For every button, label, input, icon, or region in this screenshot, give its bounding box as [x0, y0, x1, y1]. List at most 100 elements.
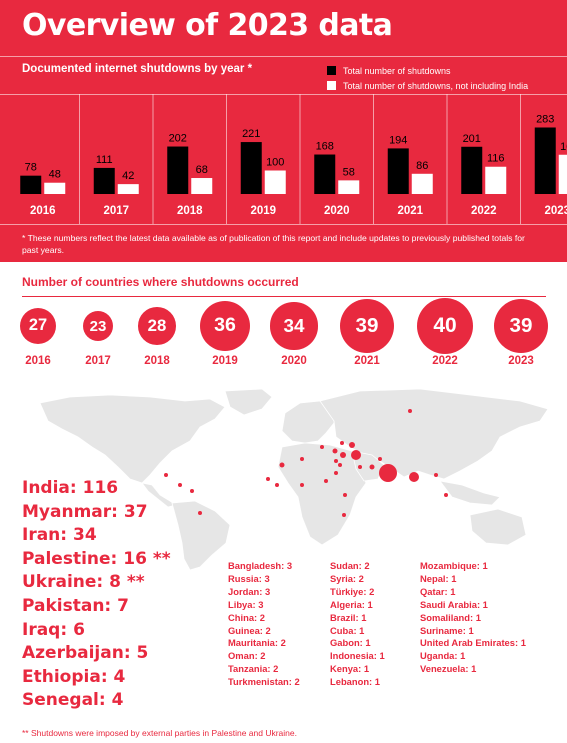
country-item: Suriname: 1 [420, 624, 474, 636]
legend-label: Total number of shutdowns, not including… [343, 81, 529, 91]
map-marker [369, 464, 375, 470]
data-label: 48 [49, 169, 61, 181]
map-marker [444, 493, 448, 497]
map-south-america [171, 500, 231, 570]
top-country-item: Myanmar: 37 [22, 501, 148, 522]
country-item: Mozambique: 1 [420, 560, 488, 571]
top-country-item: Azerbaijan: 5 [22, 643, 149, 664]
country-count-circle-2021: 39 [339, 298, 395, 354]
divider [0, 94, 567, 95]
bar-total-2016 [20, 175, 42, 194]
bar-excluding-india-2017 [117, 184, 139, 194]
country-item: Saudi Arabia: 1 [420, 598, 488, 610]
map-australia [469, 508, 527, 546]
country-item: Algeria: 1 [330, 598, 373, 610]
bar-excluding-india-2018 [191, 178, 213, 194]
map-marker [351, 450, 361, 460]
bar-excluding-india-2019 [264, 170, 286, 194]
data-label: 78 [25, 162, 37, 174]
divider [22, 296, 546, 297]
country-item: United Arab Emirates: 1 [420, 637, 526, 649]
country-item: Cuba: 1 [330, 624, 365, 636]
page-title: Overview of 2023 data [22, 8, 393, 43]
data-label: 68 [196, 164, 208, 176]
bar-excluding-india-2016 [44, 182, 66, 194]
bar-excluding-india-2022 [485, 166, 507, 194]
data-label: 86 [416, 160, 428, 172]
data-label: 58 [343, 166, 355, 178]
country-count-circle-2017: 23 [83, 311, 113, 341]
map-marker [378, 457, 382, 461]
country-item: Venezuela: 1 [420, 663, 477, 675]
country-count-circle-2018: 28 [138, 307, 176, 345]
country-item: Gabon: 1 [330, 637, 371, 649]
country-count-circle-2020: 34 [270, 302, 318, 350]
map-marker [279, 462, 285, 468]
country-item: Mauritania: 2 [228, 637, 286, 649]
map-marker [334, 471, 338, 475]
top-country-item: Ukraine: 8 ** [22, 572, 145, 593]
legend-excluding-india: Total number of shutdowns, not including… [327, 81, 528, 91]
circle-year-label: 2018 [144, 355, 170, 367]
map-africa [277, 442, 367, 546]
map-marker [300, 483, 304, 487]
bar-total-2018 [167, 146, 189, 194]
data-label: 202 [169, 133, 187, 145]
bar-excluding-india-2023 [558, 154, 567, 194]
divider [0, 56, 567, 57]
country-item: Sudan: 2 [330, 560, 370, 571]
map-marker [409, 472, 419, 482]
map-marker [332, 448, 338, 454]
circle-year-label: 2017 [85, 355, 111, 367]
circle-year-label: 2020 [281, 355, 307, 367]
country-count-circle-2023: 39 [493, 298, 549, 354]
data-label: 111 [96, 154, 113, 166]
data-label: 116 [487, 153, 505, 165]
top-country-item: Palestine: 16 ** [22, 548, 171, 569]
map-marker [408, 409, 412, 413]
bar-total-2022 [461, 146, 483, 194]
country-item: Brazil: 1 [330, 611, 367, 623]
circle-year-label: 2019 [212, 355, 238, 367]
divider [0, 224, 567, 225]
data-label: 194 [389, 134, 407, 146]
country-item: Somaliland: 1 [420, 611, 481, 623]
country-item: Türkiye: 2 [330, 585, 375, 597]
country-item: Tanzania: 2 [228, 663, 279, 675]
map-europe [281, 400, 336, 444]
top-country-item: Iraq: 6 [22, 619, 85, 640]
bar-chart-footnote: * These numbers reflect the latest data … [22, 233, 525, 255]
overview-panel: Overview of 2023 data Documented interne… [0, 0, 567, 262]
bar-chart-title: Documented internet shutdowns by year * [22, 63, 253, 75]
bar-total-2017 [93, 167, 115, 194]
map-marker [358, 465, 362, 469]
map-marker [178, 483, 182, 487]
country-item: China: 2 [228, 611, 265, 623]
circle-year-label: 2023 [508, 355, 534, 367]
data-label: 221 [242, 128, 260, 140]
year-label: 2018 [177, 205, 203, 217]
top-country-item: Iran: 34 [22, 525, 97, 546]
country-item: Russia: 3 [228, 572, 270, 584]
country-item: Lebanon: 1 [330, 676, 381, 688]
countries-chart-title: Number of countries where shutdowns occu… [22, 275, 299, 289]
map-arabia [351, 450, 385, 482]
map-southeast-asia [439, 480, 501, 506]
year-label: 2023 [544, 205, 567, 217]
top-country-item: Ethiopia: 4 [22, 666, 126, 687]
top-country-item: Senegal: 4 [22, 690, 124, 711]
top-country-item: India: 116 [22, 478, 119, 498]
bar-total-2019 [240, 142, 262, 194]
data-label: 201 [463, 133, 481, 145]
map-marker [300, 457, 304, 461]
bar-excluding-india-2021 [411, 173, 433, 194]
country-item: Guinea: 2 [228, 624, 271, 636]
country-item: Oman: 2 [228, 650, 266, 662]
data-label: 42 [122, 170, 134, 182]
map-marker [164, 473, 168, 477]
bar-excluding-india-2020 [338, 180, 360, 194]
map-marker [434, 473, 438, 477]
year-label: 2021 [397, 205, 423, 217]
legend-swatch-excluding-india [327, 81, 336, 90]
country-item: Libya: 3 [228, 598, 264, 610]
